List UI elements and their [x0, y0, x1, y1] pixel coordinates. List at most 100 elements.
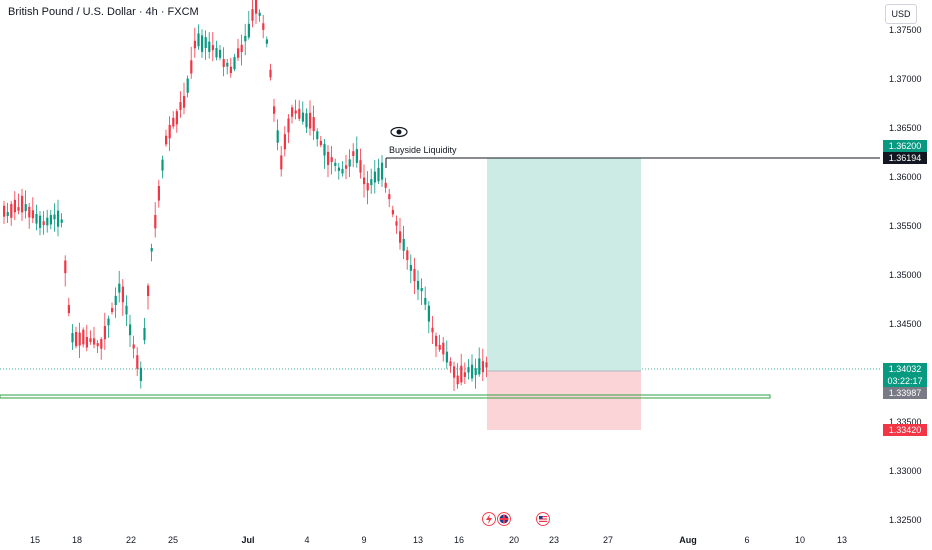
time-tick: 20	[508, 535, 520, 545]
candle-body	[233, 57, 236, 70]
candle-body	[348, 159, 351, 167]
candle-body	[208, 41, 211, 52]
candle-body	[96, 343, 99, 347]
candle-body	[161, 159, 164, 171]
candle-body	[103, 325, 106, 340]
stop-price-badge: 1.33420	[883, 424, 927, 436]
candle-body	[71, 333, 74, 343]
candle-body	[60, 219, 63, 223]
candle-body	[301, 112, 304, 122]
candle-body	[219, 49, 222, 58]
candle-body	[211, 45, 214, 51]
candle-body	[67, 305, 70, 314]
candle-body	[93, 338, 96, 345]
candle-body	[111, 308, 114, 313]
candle-body	[370, 179, 373, 186]
candle-body	[197, 33, 200, 47]
candle-body	[82, 329, 85, 345]
candle-body	[309, 112, 312, 129]
candle-body	[460, 365, 463, 383]
candle-body	[363, 177, 366, 185]
candle-body	[352, 151, 355, 157]
candle-body	[474, 368, 477, 376]
candle-body	[10, 203, 13, 218]
candle-body	[179, 102, 182, 110]
candle-body	[409, 265, 412, 271]
candle-body	[240, 44, 243, 53]
candle-body	[42, 221, 45, 226]
candle-body	[276, 130, 279, 143]
candle-body	[100, 339, 103, 349]
price-tick: 1.33000	[889, 466, 922, 476]
candle-body	[193, 40, 196, 49]
candle-body	[438, 344, 441, 350]
candle-body	[114, 295, 117, 306]
candle-body	[395, 221, 398, 226]
candle-body	[247, 23, 250, 38]
profit-zone	[487, 158, 641, 371]
candle-body	[265, 39, 268, 44]
price-tick: 1.37500	[889, 25, 922, 35]
flash-event-icon[interactable]	[482, 512, 496, 526]
candle-body	[147, 285, 150, 296]
candle-body	[64, 260, 67, 274]
candle-body	[298, 108, 301, 119]
time-tick: Aug	[679, 535, 697, 545]
price-tick: 1.35500	[889, 221, 922, 231]
time-tick: 18	[71, 535, 83, 545]
candle-body	[175, 111, 178, 125]
candle-body	[31, 210, 34, 219]
price-tick: 1.36500	[889, 123, 922, 133]
price-tick: 1.36000	[889, 172, 922, 182]
candle-body	[89, 338, 92, 343]
candle-body	[445, 351, 448, 363]
us-flag-event-icon[interactable]	[536, 512, 550, 526]
candle-body	[165, 135, 168, 145]
candle-body	[78, 332, 81, 346]
target-price-badge: 1.36200	[883, 140, 927, 152]
candle-body	[244, 35, 247, 42]
candle-body	[172, 117, 175, 127]
candle-body	[456, 375, 459, 385]
candle-body	[373, 171, 376, 183]
candle-body	[334, 162, 337, 166]
candle-body	[413, 268, 416, 282]
candle-body	[183, 95, 186, 108]
candle-body	[6, 211, 9, 217]
liquidity-price-badge: 1.36194	[883, 152, 927, 164]
candle-body	[377, 167, 380, 182]
candle-body	[85, 336, 88, 348]
candle-body	[406, 250, 409, 261]
candle-body	[255, 0, 258, 14]
candle-body	[121, 286, 124, 303]
time-tick: Jul	[241, 535, 255, 545]
candle-body	[251, 9, 254, 21]
candle-body	[107, 318, 110, 326]
loss-zone	[487, 371, 641, 430]
candle-body	[291, 107, 294, 117]
candle-body	[222, 59, 225, 67]
candle-body	[229, 66, 232, 74]
candle-body	[186, 78, 189, 93]
time-tick: 25	[167, 535, 179, 545]
time-tick: 13	[836, 535, 848, 545]
candle-body	[237, 48, 240, 58]
candle-body	[417, 280, 420, 290]
uk-flag-event-icon[interactable]	[497, 512, 511, 526]
time-tick: 15	[29, 535, 41, 545]
eye-icon[interactable]	[390, 126, 408, 138]
time-tick: 27	[602, 535, 614, 545]
candle-body	[345, 165, 348, 169]
currency-button[interactable]: USD	[885, 4, 917, 24]
candle-body	[226, 62, 229, 67]
candle-body	[13, 199, 16, 213]
entry-price-badge: 1.33987	[883, 387, 927, 399]
time-tick: 16	[453, 535, 465, 545]
candle-body	[201, 35, 204, 52]
candlesticks	[3, 0, 488, 391]
candle-body	[391, 209, 394, 215]
time-tick: 10	[794, 535, 806, 545]
candle-body	[305, 113, 308, 128]
candle-body	[139, 367, 142, 381]
